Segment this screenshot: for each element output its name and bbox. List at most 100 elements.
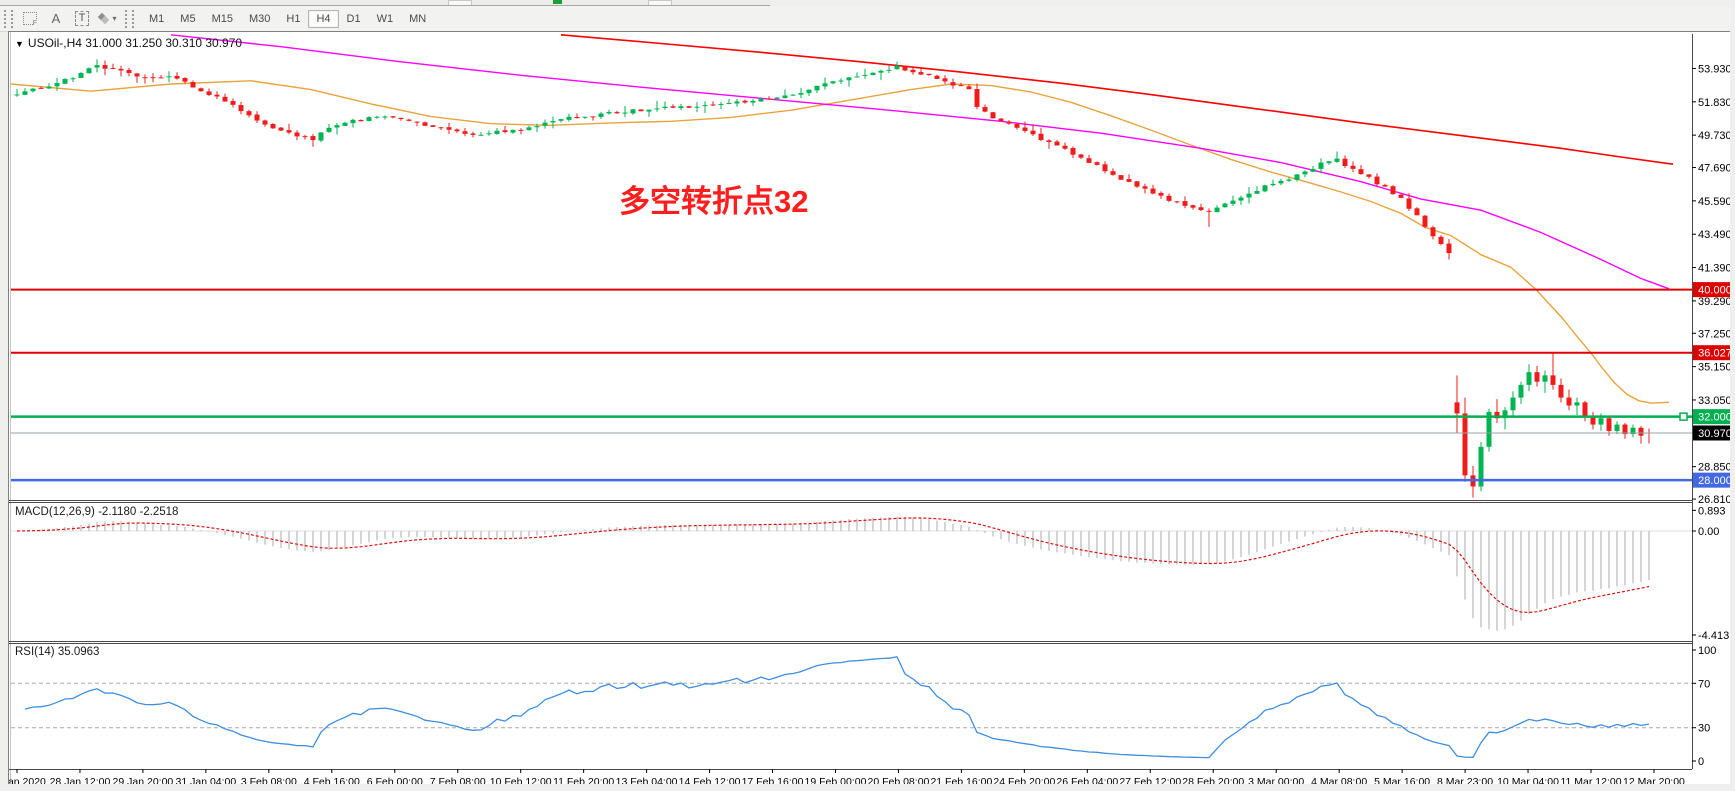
- text-box-button[interactable]: T: [70, 8, 94, 30]
- macd-panel: 0.893 0.00 -4.4131: [11, 505, 1735, 642]
- timeframe-button-mn[interactable]: MN: [409, 12, 427, 25]
- crosshair-grid-button[interactable]: F: [18, 8, 42, 30]
- timeframe-button-m15[interactable]: M15: [211, 12, 233, 25]
- svg-text:19 Feb 00:00: 19 Feb 00:00: [805, 776, 867, 784]
- symbol-title: ▼ USOil-,H4 31.000 31.250 30.310 30.970: [15, 36, 242, 50]
- timeframe-button-h4[interactable]: H4: [308, 9, 339, 28]
- timeframe-button-m5[interactable]: M5: [180, 12, 196, 25]
- svg-text:0.893: 0.893: [1698, 505, 1726, 517]
- svg-text:0: 0: [1698, 756, 1704, 768]
- chevron-down-icon: ▾: [112, 14, 117, 23]
- price-badge-32.000: [1693, 409, 1735, 425]
- svg-text:7 Feb 08:00: 7 Feb 08:00: [430, 776, 486, 784]
- svg-text:33.050: 33.050: [1698, 395, 1732, 407]
- partial-button: [648, 0, 672, 5]
- toolbar-drag-handle[interactable]: [4, 9, 13, 28]
- price-levels-layer: [11, 288, 1692, 482]
- letter-a-icon: A: [51, 11, 61, 26]
- svg-text:28 Jan 12:00: 28 Jan 12:00: [50, 776, 111, 784]
- price-badge-40.000: [1693, 282, 1735, 298]
- toolbar: F A T ▾ M1 M5 M15 M30 H1 H4 D1 W1 MN: [0, 6, 1735, 32]
- level-handle[interactable]: [1679, 412, 1688, 421]
- partial-green-icon: [553, 0, 562, 4]
- right-window-edge: [1730, 0, 1735, 791]
- timeframe-button-h1[interactable]: H1: [286, 12, 301, 25]
- rsi-indicator-label: RSI(14) 35.0963: [15, 646, 100, 658]
- text-label-button[interactable]: A: [44, 8, 68, 30]
- svg-text:6 Feb 00:00: 6 Feb 00:00: [367, 776, 423, 784]
- svg-text:32.000: 32.000: [1698, 412, 1732, 424]
- timeframe-button-d1[interactable]: D1: [346, 12, 361, 25]
- svg-text:27 Jan 2020: 27 Jan 2020: [9, 776, 46, 784]
- rsi-panel: 100 70 30 0: [11, 645, 1716, 768]
- svg-text:28.000: 28.000: [1698, 475, 1732, 487]
- svg-text:30: 30: [1698, 723, 1710, 735]
- svg-text:41.390: 41.390: [1698, 263, 1732, 275]
- svg-text:26.810: 26.810: [1698, 494, 1732, 506]
- svg-text:3 Feb 08:00: 3 Feb 08:00: [241, 776, 297, 784]
- svg-text:12 Mar 20:00: 12 Mar 20:00: [1623, 776, 1685, 784]
- ma-mid-magenta: [170, 34, 1670, 290]
- drawing-tools-dropdown[interactable]: ▾: [96, 8, 120, 30]
- price-badge-28.000: [1693, 472, 1735, 488]
- macd-indicator-label: MACD(12,26,9) -2.1180 -2.2518: [15, 506, 179, 518]
- chart-canvas[interactable]: 53.930 51.830 49.730 47.690 45.590 43.490 41.3…: [9, 32, 1735, 784]
- svg-text:4 Feb 16:00: 4 Feb 16:00: [304, 776, 360, 784]
- symbol-dropdown-icon[interactable]: ▼: [15, 39, 24, 49]
- candles-layer: [14, 59, 1652, 498]
- svg-text:21 Feb 16:00: 21 Feb 16:00: [930, 776, 992, 784]
- rsi-line: [24, 656, 1650, 759]
- top-window-edge: [0, 0, 770, 6]
- svg-text:10 Mar 04:00: 10 Mar 04:00: [1497, 776, 1559, 784]
- svg-text:17 Feb 16:00: 17 Feb 16:00: [742, 776, 804, 784]
- timeframe-group: M1 M5 M15 M30 H1 H4 D1 W1 MN: [141, 9, 434, 28]
- svg-text:43.490: 43.490: [1698, 229, 1732, 241]
- shapes-icon: [101, 15, 110, 25]
- svg-text:4 Mar 08:00: 4 Mar 08:00: [1311, 776, 1367, 784]
- svg-text:51.830: 51.830: [1698, 97, 1732, 109]
- svg-text:10 Feb 12:00: 10 Feb 12:00: [490, 776, 552, 784]
- toolbar-drag-handle[interactable]: [125, 9, 134, 28]
- svg-text:20 Feb 08:00: 20 Feb 08:00: [867, 776, 929, 784]
- svg-text:27 Feb 12:00: 27 Feb 12:00: [1119, 776, 1181, 784]
- timeframe-button-m30[interactable]: M30: [248, 12, 271, 25]
- symbol-ohlc-text: USOil-,H4 31.000 31.250 30.310 30.970: [27, 36, 243, 50]
- svg-text:31 Jan 04:00: 31 Jan 04:00: [176, 776, 237, 784]
- svg-text:8 Mar 23:00: 8 Mar 23:00: [1437, 776, 1493, 784]
- svg-text:45.590: 45.590: [1698, 196, 1732, 208]
- moving-averages-layer: [10, 34, 1674, 404]
- svg-text:100: 100: [1698, 645, 1716, 657]
- svg-text:5 Mar 16:00: 5 Mar 16:00: [1374, 776, 1430, 784]
- svg-text:35.150: 35.150: [1698, 362, 1732, 374]
- svg-text:53.930: 53.930: [1698, 63, 1732, 75]
- ma-fast-orange: [10, 80, 1670, 404]
- svg-text:0.00: 0.00: [1698, 526, 1719, 538]
- svg-text:49.730: 49.730: [1698, 130, 1732, 142]
- panel-borders: [9, 34, 1693, 770]
- partial-button: [448, 0, 472, 5]
- svg-text:39.290: 39.290: [1698, 296, 1732, 308]
- svg-text:40.000: 40.000: [1698, 285, 1732, 297]
- svg-text:28 Feb 20:00: 28 Feb 20:00: [1182, 776, 1244, 784]
- svg-text:28.850: 28.850: [1698, 462, 1732, 474]
- svg-text:36.027: 36.027: [1698, 348, 1732, 360]
- chart-annotation-text[interactable]: 多空转折点32: [619, 184, 809, 219]
- price-badge-30.970: [1693, 425, 1735, 441]
- timeframe-button-w1[interactable]: W1: [376, 12, 394, 25]
- svg-text:11 Mar 12:00: 11 Mar 12:00: [1560, 776, 1621, 784]
- letter-t-icon: T: [74, 11, 90, 26]
- svg-text:3 Mar 00:00: 3 Mar 00:00: [1248, 776, 1304, 784]
- svg-text:14 Feb 12:00: 14 Feb 12:00: [679, 776, 741, 784]
- price-scale: 53.930 51.830 49.730 47.690 45.590 43.490 41.3…: [1692, 63, 1735, 506]
- svg-text:47.690: 47.690: [1698, 163, 1732, 175]
- svg-text:70: 70: [1698, 678, 1710, 690]
- ma-slow-red: [560, 34, 1674, 165]
- svg-text:11 Feb 20:00: 11 Feb 20:00: [553, 776, 614, 784]
- chart-window: 53.930 51.830 49.730 47.690 45.590 43.490 41.3…: [8, 31, 1735, 784]
- timeframe-button-m1[interactable]: M1: [149, 12, 165, 25]
- window-inner-edge: [10, 32, 11, 784]
- svg-text:24 Feb 20:00: 24 Feb 20:00: [993, 776, 1055, 784]
- svg-text:26 Feb 04:00: 26 Feb 04:00: [1056, 776, 1118, 784]
- svg-text:30.970: 30.970: [1698, 428, 1732, 440]
